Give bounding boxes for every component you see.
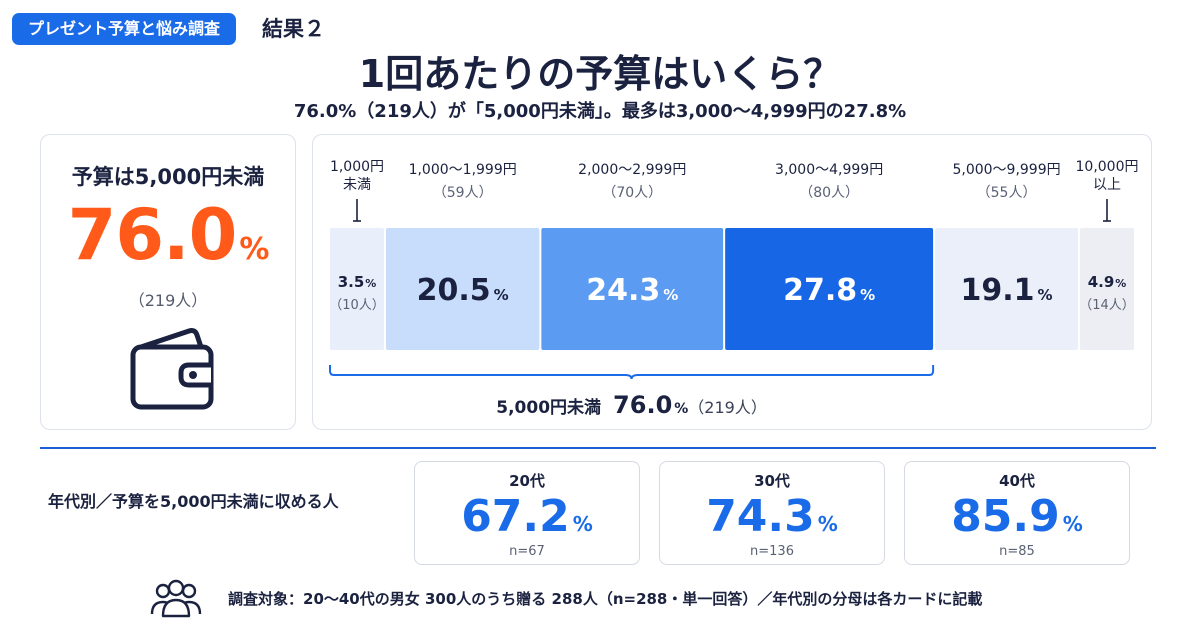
age-unit: % — [817, 512, 838, 536]
summary-card: 予算は5,000円未満 76.0% （219人） — [40, 134, 296, 430]
category-label: 以上 — [1093, 177, 1121, 193]
age-value: 85.9% — [951, 491, 1083, 542]
category-count-label: （55人） — [977, 185, 1037, 201]
category-count-label: （59人） — [433, 185, 493, 201]
bar-count-label: （10人） — [329, 298, 385, 313]
age-value: 67.2% — [461, 491, 593, 542]
bracket-label: 5,000円未満 76.0 %（219人） — [496, 391, 767, 419]
category-label: 1,000円 — [330, 159, 384, 175]
summary-value: 76.0% — [67, 194, 270, 276]
age-card-30s: 30代 74.3% n=136 — [659, 461, 885, 565]
bar-segment — [330, 228, 384, 350]
summary-label: 予算は5,000円未満 — [71, 165, 265, 189]
bar-segment — [541, 228, 724, 350]
category-label: 2,000～2,999円 — [578, 162, 686, 178]
result-label: 結果２ — [262, 17, 325, 41]
budget-chart: 3.5% （10人） 1,000円未満 20.5 % 1,000～1,999円 （59人） 2… — [329, 159, 1139, 419]
category-label: 5,000～9,999円 — [952, 162, 1060, 178]
age-n: n=85 — [999, 544, 1035, 559]
bar-segment — [935, 228, 1078, 350]
category-count-label: （70人） — [602, 185, 662, 201]
summary-unit: % — [239, 232, 269, 267]
bar-count-label: （14人） — [1079, 298, 1135, 313]
summary-count: （219人） — [128, 291, 208, 310]
bar-value-label: 24.3% — [586, 273, 678, 308]
category-count-label: （80人） — [799, 185, 859, 201]
bar-value-label: 19.1% — [961, 273, 1053, 308]
category-label: 1,000～1,999円 — [409, 162, 517, 178]
section-divider — [40, 447, 1156, 449]
people-icon — [150, 579, 202, 618]
bar-value-label: 3.5% — [338, 273, 377, 291]
category-label: 10,000円 — [1076, 159, 1139, 175]
age-unit: % — [1062, 512, 1083, 536]
age-n: n=136 — [750, 544, 794, 559]
bar-segment — [1080, 228, 1134, 350]
age-caption: 年代別／予算を5,000円未満に収める人 — [48, 492, 339, 511]
bar-value-label: 27.8% — [783, 273, 875, 308]
survey-note: 調査対象：20～40代の男女 300人のうち贈る 288人（n=288・単一回答… — [228, 590, 983, 608]
bar-segment — [725, 228, 934, 350]
bracket — [329, 365, 935, 380]
survey-tag: プレゼント予算と悩み調査 — [12, 13, 237, 45]
age-n: n=67 — [509, 544, 545, 559]
category-label: 未満 — [343, 177, 371, 193]
bar-value-label: 20.5% — [417, 273, 509, 308]
bar-value-label: 4.9% — [1088, 273, 1127, 291]
age-label: 40代 — [999, 472, 1035, 490]
age-card-20s: 20代 67.2% n=67 — [414, 461, 640, 565]
age-label: 30代 — [754, 472, 790, 490]
chart-card: 3.5% （10人） 1,000円 未満 20.5% 1,000～1,999円 （59人） 2… — [312, 134, 1152, 430]
wallet-icon — [130, 328, 214, 410]
category-label: 3,000～4,999円 — [775, 162, 883, 178]
age-unit: % — [572, 512, 593, 536]
bar-segment — [386, 228, 540, 350]
age-value: 74.3% — [706, 491, 838, 542]
age-label: 20代 — [509, 472, 545, 490]
age-card-40s: 40代 85.9% n=85 — [904, 461, 1130, 565]
page-subtitle: 76.0%（219人）が「5,000円未満」。最多は3,000〜4,999円の2… — [293, 101, 907, 122]
page-title: 1回あたりの予算はいくら？ — [358, 52, 842, 96]
